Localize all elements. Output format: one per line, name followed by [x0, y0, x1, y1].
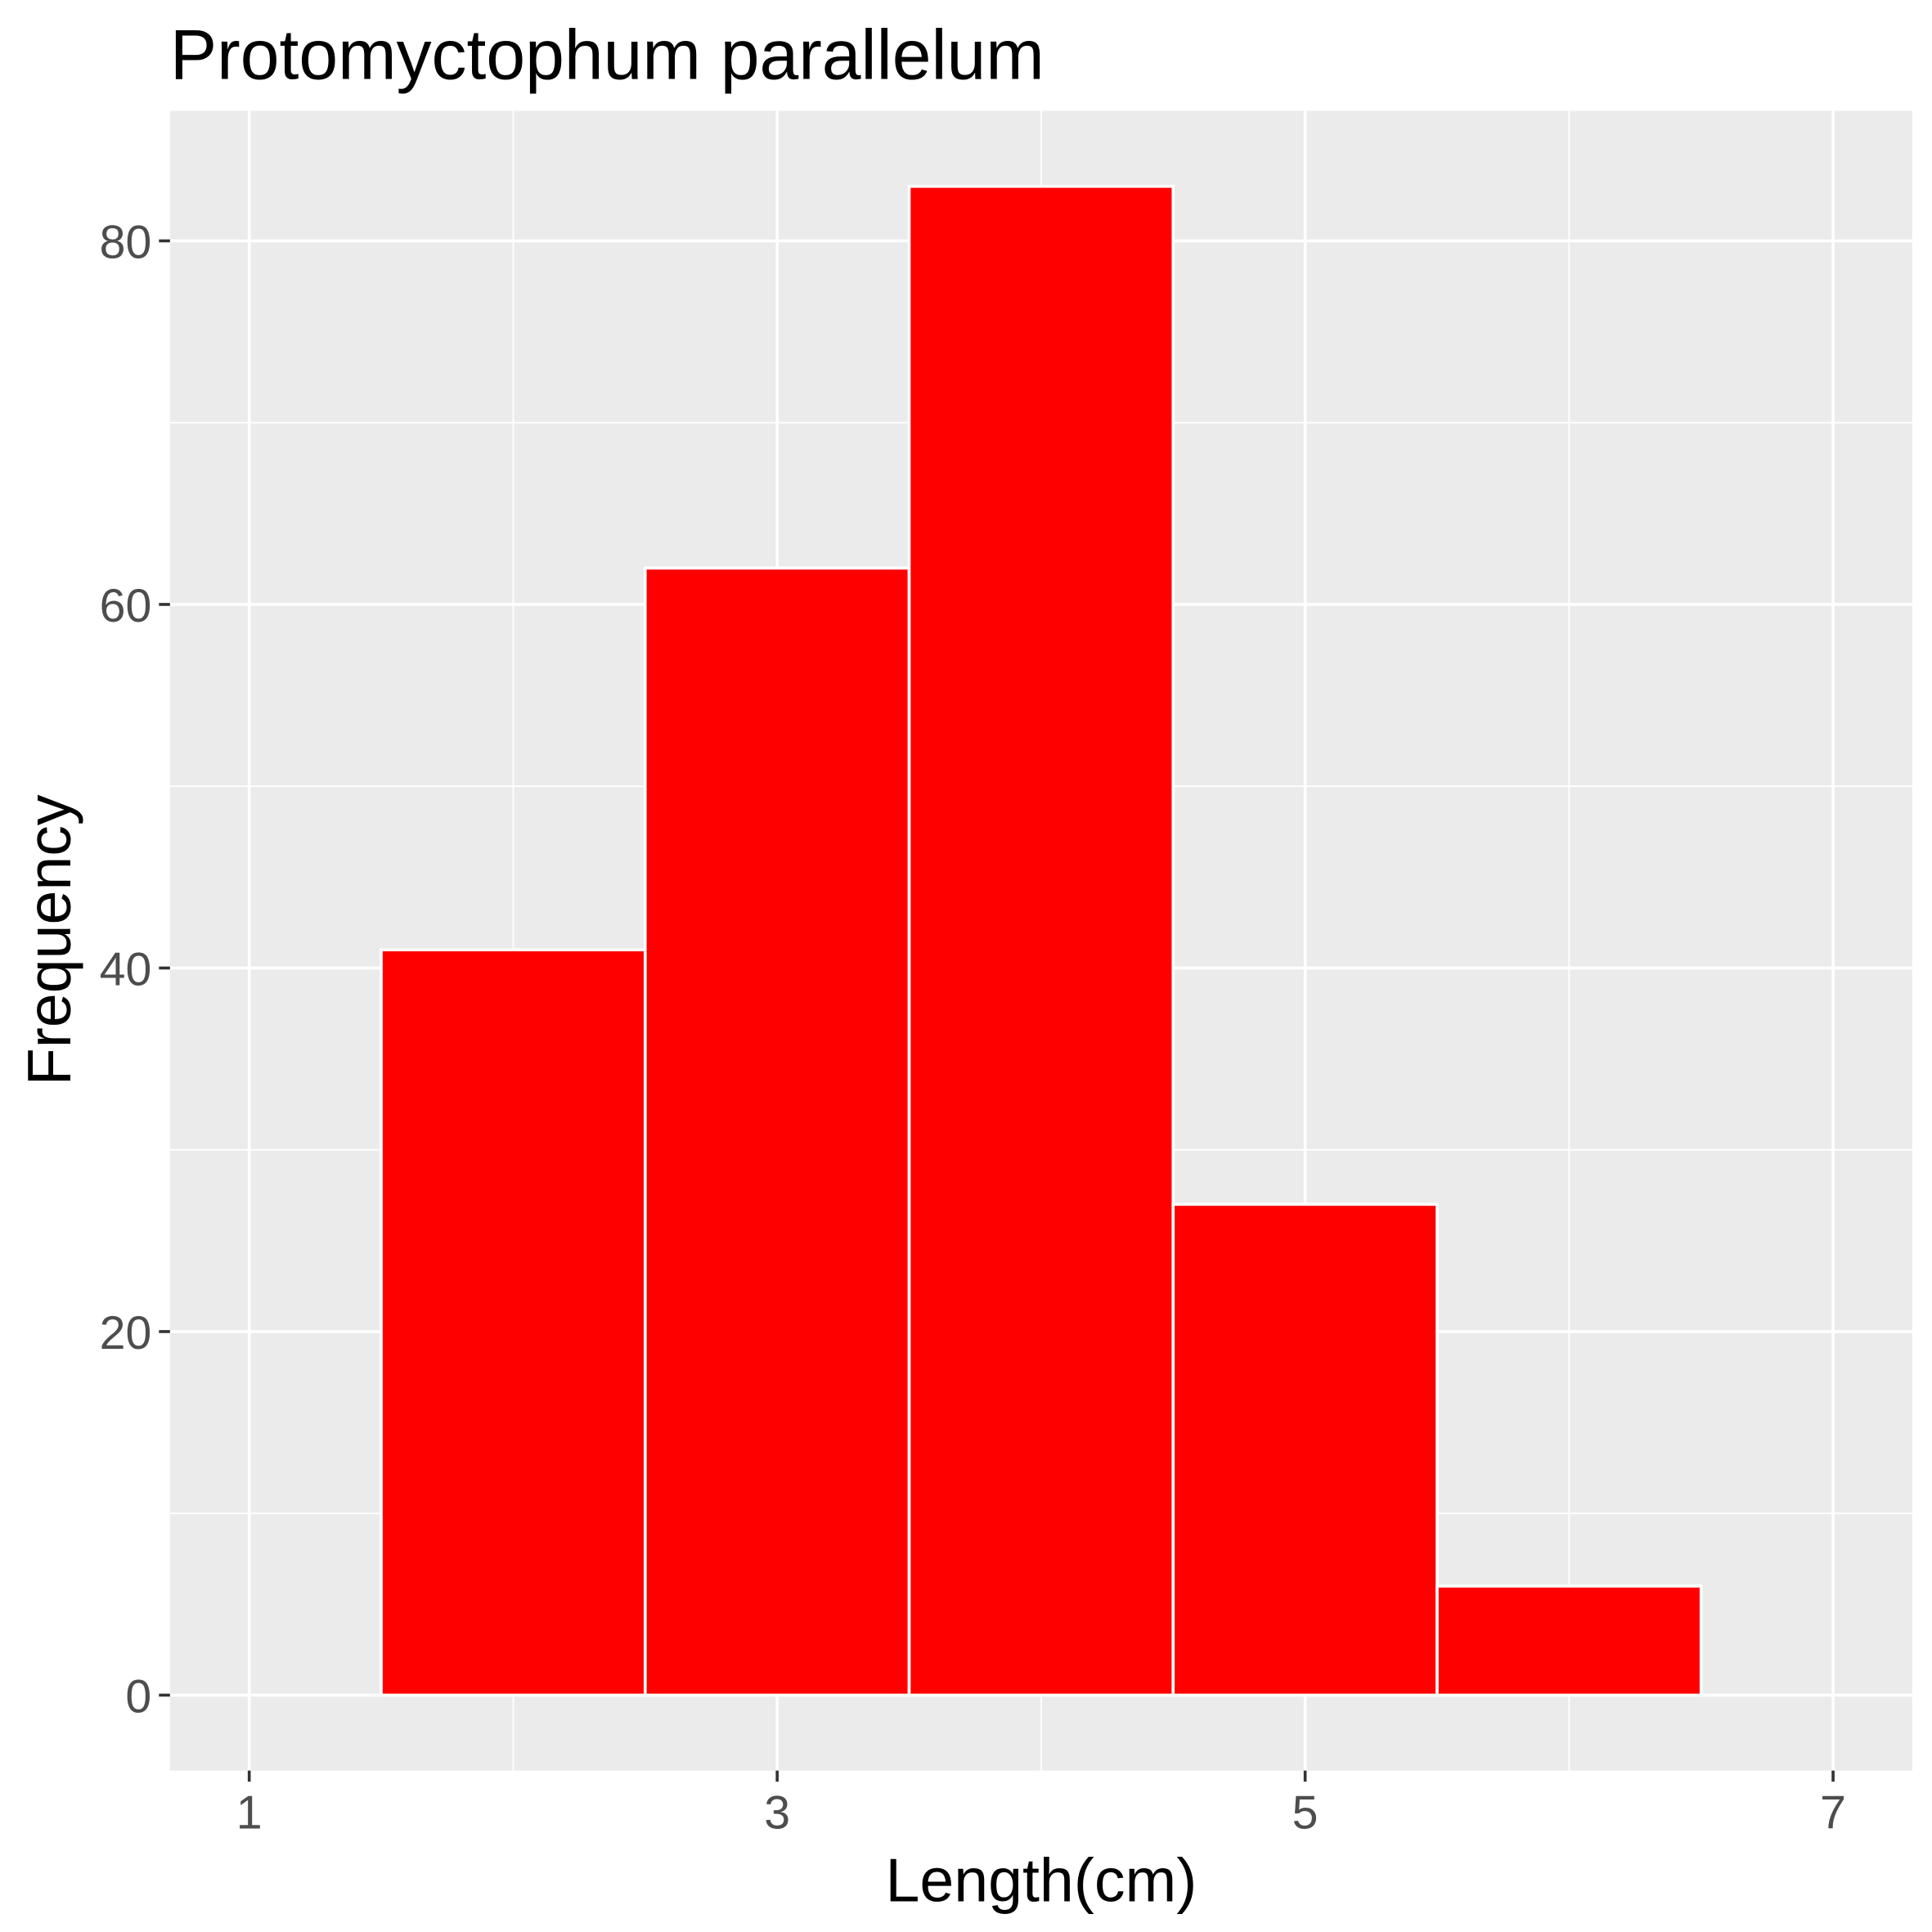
y-tick-label: 80 [100, 217, 152, 269]
histogram-bar [1436, 1584, 1703, 1697]
y-tick-label: 0 [125, 1671, 151, 1723]
y-axis-label: Frequency [15, 794, 83, 1085]
x-axis-label: Length(cm) [885, 1845, 1197, 1914]
histogram-bar [1171, 1202, 1439, 1697]
chart-title: Protomyctophum parallelum [170, 16, 1045, 94]
histogram-bar [907, 184, 1175, 1697]
histogram-bar [380, 948, 647, 1697]
histogram-bar [643, 566, 911, 1697]
bars [380, 184, 1703, 1697]
y-tick-label: 20 [100, 1307, 152, 1359]
axes: 1 3 5 7 0 20 40 60 80 [100, 217, 1846, 1840]
x-tick-label: 3 [764, 1786, 790, 1839]
x-tick-label: 5 [1292, 1786, 1319, 1839]
x-tick-label: 7 [1820, 1786, 1846, 1839]
y-tick-label: 40 [100, 944, 152, 996]
y-tick-label: 60 [100, 580, 152, 632]
x-tick-label: 1 [236, 1786, 263, 1839]
